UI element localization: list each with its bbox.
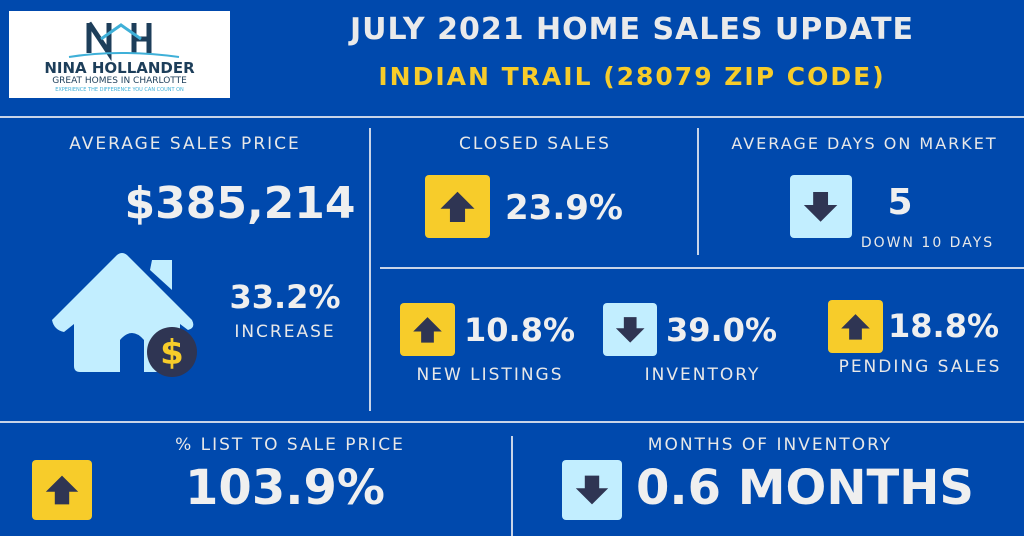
new-listings-value: 10.8% [464,311,576,349]
arrow-down-icon [790,175,852,238]
inventory-label: INVENTORY [644,365,761,385]
days-on-market-label: AVERAGE DAYS ON MARKET [731,134,998,153]
closed-sales-label: CLOSED SALES [459,134,611,154]
logo-tagline: GREAT HOMES IN CHARLOTTE [52,76,187,86]
list-to-sale-value: 103.9% [185,460,385,516]
house-dollar-icon: $ [52,253,197,377]
divider [0,116,1024,118]
avg-price-value: $385,214 [124,178,356,229]
new-listings-label: NEW LISTINGS [416,365,564,385]
months-inventory-value: 0.6 MONTHS [636,460,974,516]
arrow-up-icon [828,300,883,353]
svg-text:$: $ [160,333,184,373]
divider [697,128,699,255]
arrow-up-icon [32,460,92,520]
logo-house-icon [68,21,180,62]
arrow-up-icon [400,303,455,356]
list-to-sale-label: % LIST TO SALE PRICE [175,435,405,455]
page-title: JULY 2021 HOME SALES UPDATE [349,12,915,47]
inventory-value: 39.0% [666,311,778,349]
divider [380,267,1024,269]
arrow-down-icon [562,460,622,520]
divider [511,436,513,536]
months-inventory-label: MONTHS OF INVENTORY [647,435,893,455]
arrow-down-icon [603,303,657,356]
avg-price-change-label: INCREASE [234,322,336,342]
days-on-market-value: 5 [887,182,913,223]
page-subtitle: INDIAN TRAIL (28079 ZIP CODE) [378,62,886,91]
logo: NINA HOLLANDER GREAT HOMES IN CHARLOTTE … [9,11,230,98]
arrow-up-icon [425,175,490,238]
pending-sales-value: 18.8% [888,307,1000,345]
logo-slogan: EXPERIENCE THE DIFFERENCE YOU CAN COUNT … [55,87,184,93]
days-on-market-note: DOWN 10 DAYS [860,235,995,251]
pending-sales-label: PENDING SALES [838,357,1002,377]
logo-name: NINA HOLLANDER [44,59,195,77]
divider [369,128,371,411]
divider [0,421,1024,423]
closed-sales-value: 23.9% [505,188,623,228]
avg-price-label: AVERAGE SALES PRICE [69,134,301,154]
avg-price-change: 33.2% [229,278,341,316]
